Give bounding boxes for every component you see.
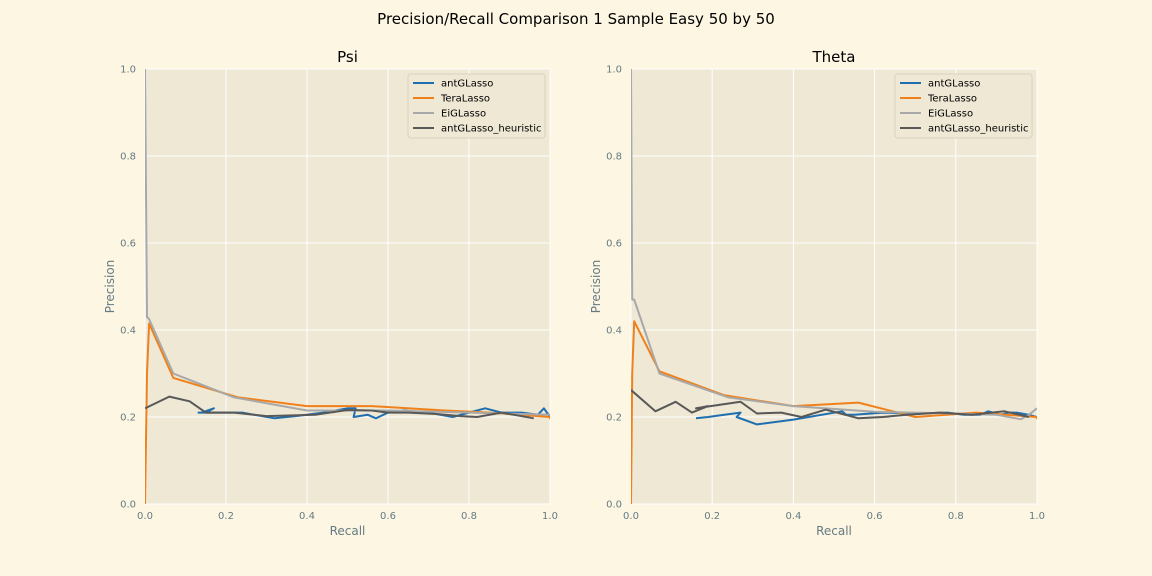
legend-label: EiGLasso bbox=[441, 109, 486, 120]
series-line-eiglasso bbox=[631, 69, 1037, 421]
y-tick-label: 0.0 bbox=[120, 500, 136, 511]
y-axis-label: Precision bbox=[589, 260, 603, 314]
y-tick-label: 0.6 bbox=[120, 239, 136, 250]
x-axis-label: Recall bbox=[816, 524, 852, 538]
x-tick-label: 0.6 bbox=[867, 511, 883, 522]
x-tick-label: 0.0 bbox=[623, 511, 639, 522]
y-tick-label: 0.4 bbox=[120, 326, 136, 337]
chart-title: Psi bbox=[337, 48, 358, 66]
series-line-eiglasso bbox=[145, 69, 550, 416]
x-tick-label: 1.0 bbox=[1029, 511, 1045, 522]
legend: antGLasso TeraLasso EiGLasso antGLasso_heur… bbox=[407, 73, 546, 139]
y-tick-label: 0.8 bbox=[120, 152, 136, 163]
legend-label: EiGLasso bbox=[928, 109, 973, 120]
legend: antGLasso TeraLasso EiGLasso antGLasso_heur… bbox=[894, 73, 1033, 139]
series-line-antglasso-heuristic bbox=[631, 389, 1030, 420]
x-tick-label: 1.0 bbox=[542, 511, 558, 522]
x-axis-label: Recall bbox=[330, 524, 366, 538]
y-tick-label: 1.0 bbox=[606, 65, 622, 76]
y-tick-label: 0.0 bbox=[606, 500, 622, 511]
plot-area bbox=[631, 69, 1037, 504]
y-tick-label: 1.0 bbox=[120, 65, 136, 76]
y-tick-label: 0.2 bbox=[120, 413, 136, 424]
x-tick-label: 0.8 bbox=[461, 511, 477, 522]
y-tick-label: 0.6 bbox=[606, 239, 622, 250]
y-tick-label: 0.4 bbox=[606, 326, 622, 337]
legend-box bbox=[894, 73, 1033, 139]
figure-title: Precision/Recall Comparison 1 Sample Eas… bbox=[377, 10, 775, 28]
legend-box bbox=[407, 73, 546, 139]
series-line-antglasso-heuristic bbox=[145, 395, 534, 420]
chart-panel-psi: 0.0 0.2 0.4 0.6 0.8 1.0 0.0 0.2 0.4 0.6 0.8 1.0 Psi R… bbox=[103, 48, 558, 538]
x-tick-label: 0.4 bbox=[299, 511, 315, 522]
chart-panel-theta: 0.0 0.2 0.4 0.6 0.8 1.0 0.0 0.2 0.4 0.6 0.8 1.0 Thet… bbox=[589, 48, 1045, 538]
legend-label: TeraLasso bbox=[440, 94, 490, 105]
chart-title: Theta bbox=[812, 48, 856, 66]
plot-area bbox=[145, 69, 550, 504]
x-tick-label: 0.4 bbox=[785, 511, 801, 522]
x-tick-label: 0.8 bbox=[948, 511, 964, 522]
y-tick-label: 0.2 bbox=[606, 413, 622, 424]
x-tick-label: 0.2 bbox=[218, 511, 234, 522]
legend-label: antGLasso_heuristic bbox=[928, 124, 1029, 135]
y-axis-label: Precision bbox=[103, 260, 117, 314]
legend-label: antGLasso_heuristic bbox=[441, 124, 542, 135]
y-tick-label: 0.8 bbox=[606, 152, 622, 163]
legend-label: TeraLasso bbox=[927, 94, 977, 105]
x-tick-label: 0.6 bbox=[380, 511, 396, 522]
x-tick-label: 0.2 bbox=[704, 511, 720, 522]
legend-label: antGLasso bbox=[441, 79, 493, 90]
x-tick-label: 0.0 bbox=[137, 511, 153, 522]
legend-label: antGLasso bbox=[928, 79, 980, 90]
